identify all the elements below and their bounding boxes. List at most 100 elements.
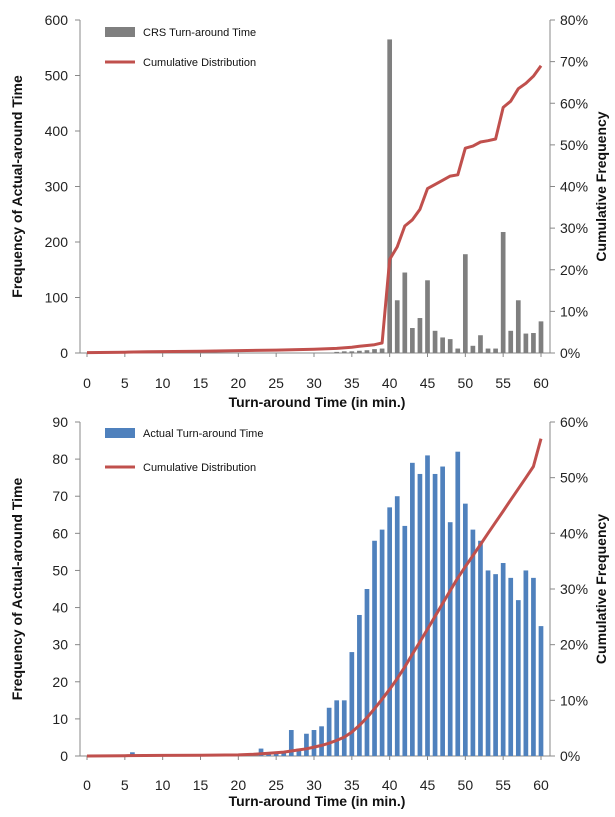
chart-1-bar	[508, 330, 514, 353]
chart-1-legend-label: CRS Turn-around Time	[143, 27, 256, 39]
chart-2-legend-label: Actual Turn-around Time	[143, 428, 263, 440]
chart-2-x-tick-label: 5	[121, 777, 129, 793]
chart-2-bar	[538, 626, 544, 756]
chart-1-bar	[372, 349, 377, 353]
chart-2-bar	[485, 570, 491, 756]
chart-1-x-tick-label: 15	[193, 375, 209, 391]
chart-1-bar	[485, 348, 491, 353]
chart-2-bar	[394, 496, 400, 756]
chart-2-bar	[304, 733, 309, 756]
chart-2-y-tick-label: 90	[52, 414, 68, 430]
chart-2-bar	[417, 473, 423, 756]
chart-2-y2-axis-label: Cumulative Frequency	[593, 514, 609, 664]
chart-2-y-axis-label: Frequency of Actual-around Time	[9, 478, 25, 701]
chart-2-bar	[523, 570, 529, 756]
chart-2-cumulative-line	[86, 438, 543, 758]
chart-2-y2-tick-label: 40%	[560, 525, 588, 541]
chart-1-x-tick-label: 5	[121, 375, 129, 391]
chart-1-y2-tick-label: 0%	[560, 345, 580, 361]
chart-2-bar	[478, 540, 483, 756]
chart-2-bar	[349, 652, 355, 756]
chart-2-y2-tick-label: 30%	[560, 581, 588, 597]
chart-1-y-tick-label: 300	[45, 179, 69, 195]
chart-2-bar	[455, 451, 461, 756]
chart-1-x-tick-label: 50	[458, 375, 474, 391]
chart-1-bar	[417, 318, 423, 353]
chart-1-bar	[402, 272, 408, 353]
chart-1-bar	[538, 321, 544, 353]
chart-1-cumulative-line	[86, 64, 543, 355]
chart-2-x-tick-label: 35	[344, 777, 360, 793]
chart-1-y2-tick-label: 70%	[560, 54, 588, 70]
chart-1-bar	[410, 328, 415, 353]
chart-1-y2-tick-label: 50%	[560, 137, 588, 153]
chart-1-x-axis-label: Turn-around Time (in min.)	[229, 394, 406, 410]
chart-1-bar	[425, 280, 430, 353]
chart-1-bar	[379, 348, 385, 353]
chart-2-x-tick-label: 15	[193, 777, 209, 793]
chart-1-bar	[493, 348, 498, 353]
chart-2-bar	[387, 507, 393, 756]
chart-2-bar	[281, 752, 287, 756]
chart-1-y-tick-label: 600	[45, 12, 69, 28]
chart-1: 01002003004005006000%10%20%30%40%50%60%7…	[9, 12, 609, 410]
chart-2-x-tick-label: 55	[495, 777, 511, 793]
chart-1-x-tick-label: 55	[495, 375, 511, 391]
chart-2-x-axis-label: Turn-around Time (in min.)	[229, 793, 406, 809]
chart-2-bar	[288, 730, 294, 756]
chart-1-bar	[500, 232, 506, 353]
chart-1-bar	[470, 345, 476, 353]
chart-2-legend-label: Cumulative Distribution	[143, 462, 256, 474]
chart-2-bar	[296, 748, 302, 756]
chart-1-x-tick-label: 10	[155, 375, 171, 391]
chart-2: 0 10 20 30 40 50 60 70 80 90 0% 10% 20% 30% 40% 50% 60% 0…	[9, 414, 609, 809]
chart-1-x-tick-label: 25	[268, 375, 284, 391]
chart-2-y2-tick-label: 50%	[560, 470, 588, 486]
chart-2-bar	[379, 529, 385, 756]
chart-1-x-tick-label: 30	[306, 375, 322, 391]
chart-1-bar	[515, 300, 521, 353]
chart-1-bar	[387, 39, 393, 354]
chart-1-y-tick-label: 0	[60, 345, 68, 361]
chart-2-bar	[311, 730, 317, 756]
chart-1-bar	[447, 339, 453, 353]
chart-2-y-tick-label: 10	[52, 711, 68, 727]
chart-1-y2-axis-label: Cumulative Frequency	[593, 111, 609, 261]
chart-1-y-axis-label: Frequency of Actual-around Time	[9, 75, 25, 298]
chart-1-y2-tick-label: 60%	[560, 95, 588, 111]
chart-2-x-tick-label: 60	[533, 777, 549, 793]
chart-2-bar	[334, 700, 340, 756]
chart-2-bar	[447, 522, 453, 756]
chart-2-bar	[372, 540, 377, 756]
chart-1-legend-bar-swatch	[105, 27, 135, 37]
chart-2-bar	[410, 462, 415, 756]
chart-2-x-tick-label: 0	[83, 777, 91, 793]
chart-2-bar	[425, 455, 430, 756]
chart-2-y2-tick-label: 60%	[560, 414, 588, 430]
chart-1-x-tick-label: 60	[533, 375, 549, 391]
chart-2-y-tick-label: 50	[52, 562, 68, 578]
chart-1-bar	[523, 333, 529, 353]
chart-1-y2-tick-label: 30%	[560, 220, 588, 236]
chart-1-bar	[478, 335, 483, 353]
chart-2-x-tick-label: 25	[268, 777, 284, 793]
chart-2-y-tick-label: 30	[52, 637, 68, 653]
chart-2-y-tick-label: 70	[52, 488, 68, 504]
chart-2-y-tick-label: 0	[60, 748, 68, 764]
chart-1-bar	[349, 351, 355, 353]
chart-2-legend-bar-swatch	[105, 428, 135, 438]
chart-2-x-tick-label: 30	[306, 777, 322, 793]
chart-2-bar	[341, 700, 347, 756]
chart-2-bar	[357, 614, 362, 756]
chart-2-bar	[515, 600, 521, 756]
chart-1-x-tick-label: 45	[420, 375, 436, 391]
chart-1-bar	[531, 333, 536, 353]
chart-2-y2-tick-label: 20%	[560, 637, 588, 653]
chart-1-bar	[364, 350, 370, 353]
chart-2-bar	[470, 529, 476, 756]
chart-1-y2-tick-label: 10%	[560, 303, 588, 319]
chart-2-bar	[440, 466, 445, 756]
chart-2-bar	[493, 574, 498, 756]
chart-2-y-tick-label: 60	[52, 525, 68, 541]
chart-1-y2-tick-label: 40%	[560, 179, 588, 195]
